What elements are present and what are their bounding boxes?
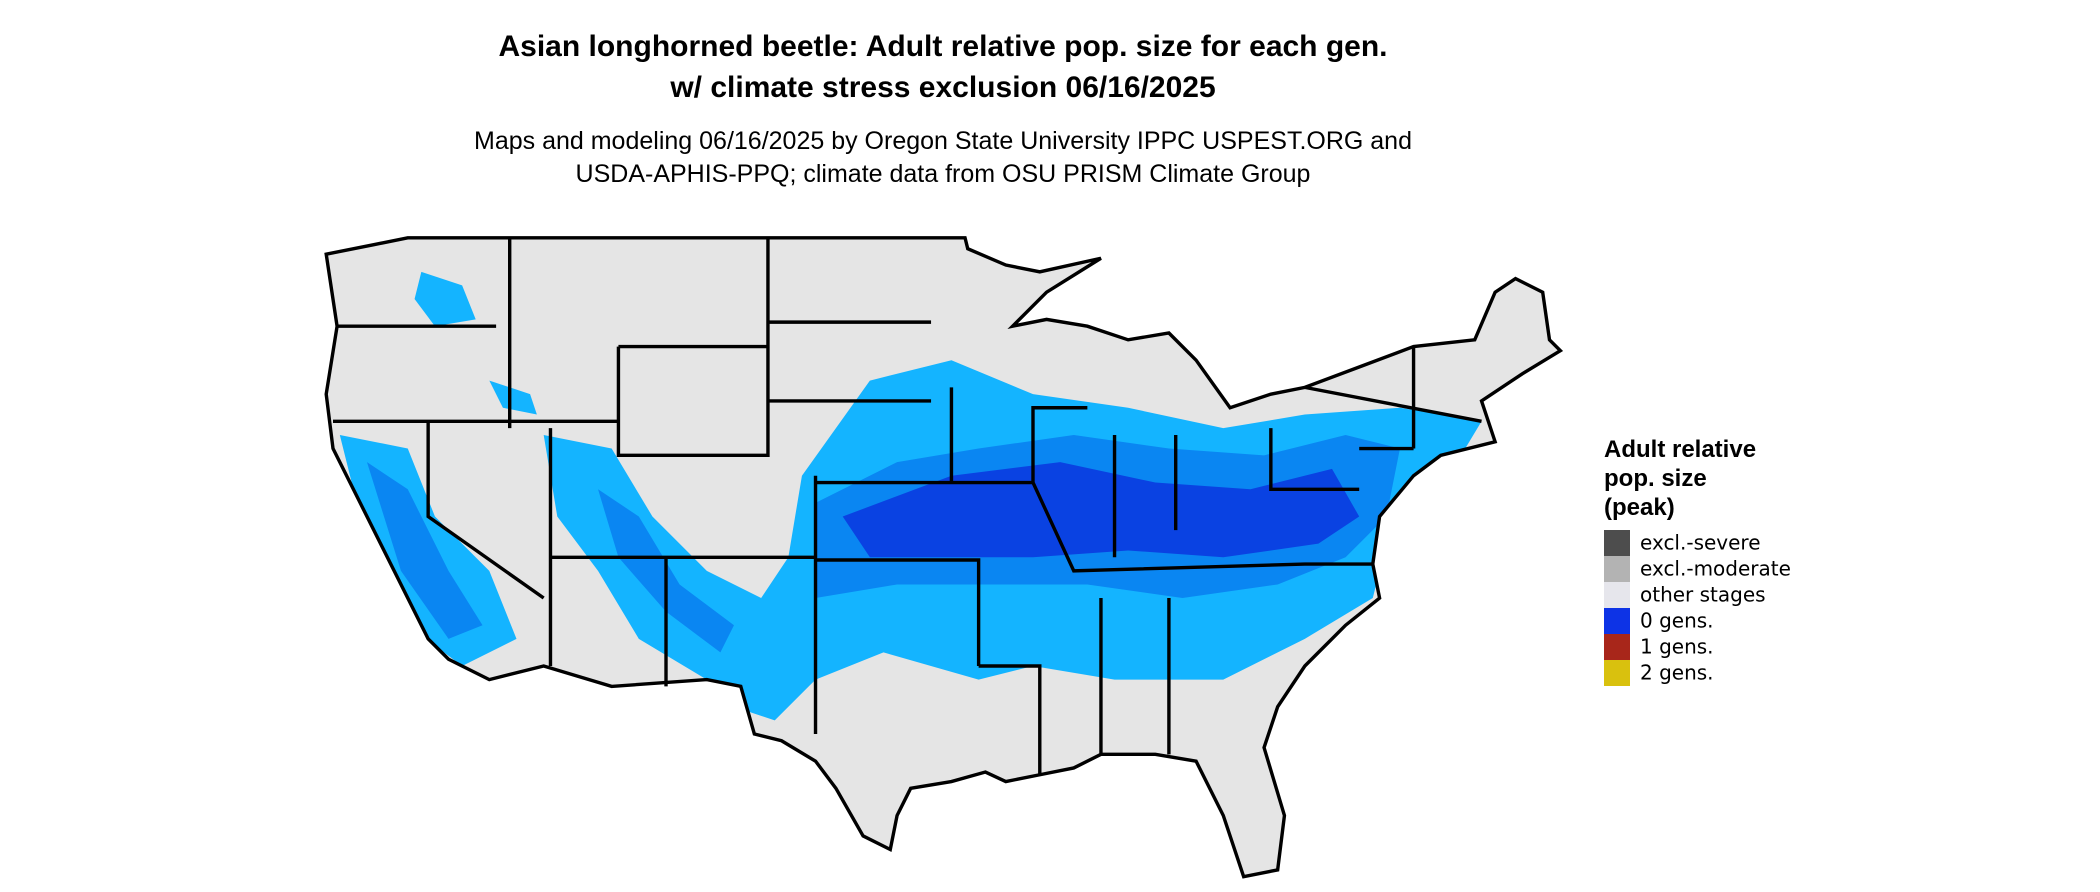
- legend-label: 2 gens.: [1640, 661, 1714, 685]
- legend-swatch: [1604, 530, 1630, 556]
- legend-swatch: [1604, 582, 1630, 608]
- subtitle: USDA-APHIS-PPQ; climate data from OSU PR…: [576, 160, 1311, 188]
- subtitle: Maps and modeling 06/16/2025 by Oregon S…: [474, 127, 1412, 155]
- title: w/ climate stress exclusion 06/16/2025: [669, 71, 1215, 104]
- legend-label: other stages: [1640, 583, 1766, 607]
- legend-title: Adult relative: [1604, 436, 1756, 463]
- legend-label: excl.-moderate: [1640, 557, 1791, 581]
- legend-label: 0 gens.: [1640, 609, 1714, 633]
- legend-label: 1 gens.: [1640, 635, 1714, 659]
- legend-swatch: [1604, 634, 1630, 660]
- legend-title: (peak): [1604, 494, 1675, 521]
- legend: Adult relative pop. size (peak) excl.-se…: [1604, 436, 1791, 686]
- title: Asian longhorned beetle: Adult relative …: [498, 30, 1387, 63]
- state-borders: [324, 236, 1563, 879]
- risk-areas: [339, 271, 1482, 721]
- legend-swatch: [1604, 608, 1630, 634]
- legend-swatch: [1604, 660, 1630, 686]
- legend-title: pop. size: [1604, 465, 1707, 492]
- us-map: [324, 236, 1563, 879]
- legend-swatch: [1604, 556, 1630, 582]
- legend-label: excl.-severe: [1640, 531, 1761, 555]
